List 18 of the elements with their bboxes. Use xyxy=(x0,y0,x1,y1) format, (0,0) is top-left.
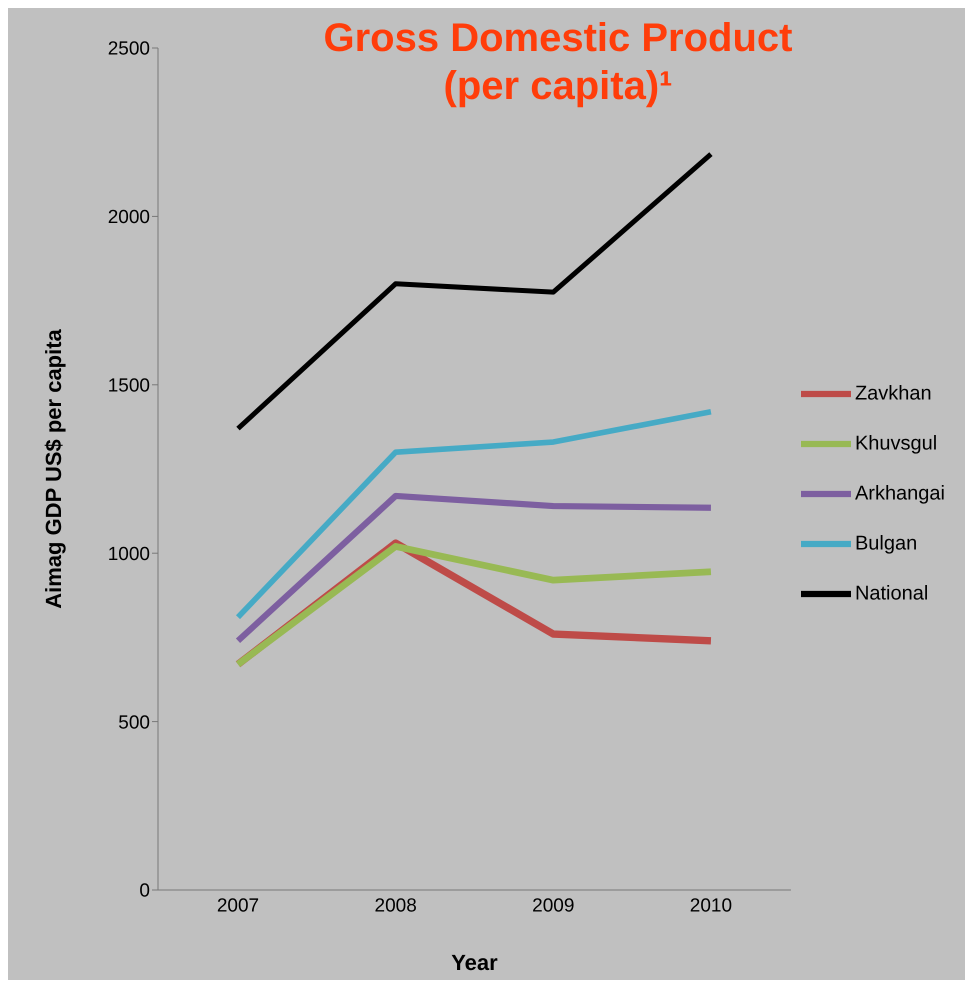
y-tick-label: 2500 xyxy=(108,38,150,60)
chart-title: Gross Domestic Product (per capita)¹ xyxy=(322,15,794,110)
y-tick-label: 2000 xyxy=(108,207,150,228)
legend-label: Khuvsgul xyxy=(854,432,938,454)
legend-label: Arkhangai xyxy=(854,482,945,504)
x-tick-label: 2009 xyxy=(532,895,574,916)
y-tick-label: 1000 xyxy=(108,544,150,565)
y-tick-label: 0 xyxy=(139,880,150,902)
legend-label: Bulgan xyxy=(854,532,918,554)
x-tick-label: 2008 xyxy=(374,895,417,916)
y-axis-title: Aimag GDP US$ per capita xyxy=(40,328,66,609)
x-tick-label: 2010 xyxy=(690,895,732,916)
legend-label: Zavkhan xyxy=(854,382,932,404)
y-tick-label: 1500 xyxy=(108,376,150,397)
y-tick-label: 500 xyxy=(118,712,150,734)
x-axis-title: Year xyxy=(451,950,498,975)
legend-label: National xyxy=(854,582,928,604)
x-tick-label: 2007 xyxy=(216,895,260,916)
